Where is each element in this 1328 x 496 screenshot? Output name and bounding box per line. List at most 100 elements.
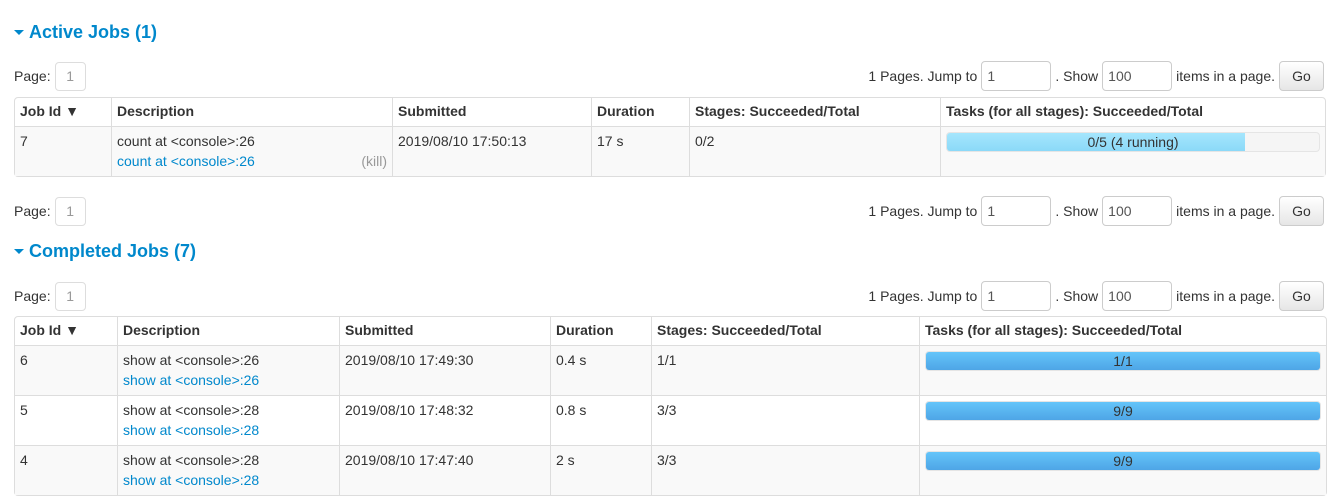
job-description: count at <console>:26 (kill) count at <con… bbox=[111, 126, 392, 176]
pages-text: 1 Pages. Jump to bbox=[868, 203, 978, 219]
task-progress-text: 1/1 bbox=[1113, 353, 1133, 369]
go-button[interactable]: Go bbox=[1279, 196, 1324, 226]
job-description: show at <console>:28 show at <console>:28 bbox=[117, 445, 339, 495]
job-details-link[interactable]: count at <console>:26 bbox=[117, 153, 255, 169]
submitted-time: 2019/08/10 17:48:32 bbox=[339, 395, 550, 445]
show-text: . Show bbox=[1055, 203, 1099, 219]
column-header-submitted[interactable]: Submitted bbox=[392, 98, 591, 126]
column-header-job-id[interactable]: Job Id ▼ bbox=[20, 322, 79, 338]
completed-jobs-toggle[interactable]: Completed Jobs (7) bbox=[14, 241, 1324, 262]
tasks-progress: 1/1 bbox=[919, 345, 1326, 395]
jump-to-page-input[interactable] bbox=[981, 61, 1052, 91]
job-row: 5 show at <console>:28 show at <console>:2… bbox=[15, 395, 1326, 445]
task-progress-bar: 1/1 bbox=[925, 351, 1321, 371]
stages-progress: 0/2 bbox=[689, 126, 940, 176]
submitted-time: 2019/08/10 17:47:40 bbox=[339, 445, 550, 495]
pages-text: 1 Pages. Jump to bbox=[868, 68, 978, 84]
column-header-description[interactable]: Description bbox=[111, 98, 392, 126]
jump-to-page-input[interactable] bbox=[981, 196, 1052, 226]
submitted-time: 2019/08/10 17:49:30 bbox=[339, 345, 550, 395]
job-details-link[interactable]: show at <console>:28 bbox=[123, 472, 260, 488]
page-1-button[interactable]: 1 bbox=[54, 61, 86, 91]
go-button[interactable]: Go bbox=[1279, 281, 1324, 311]
task-progress-text: 0/5 (4 running) bbox=[1087, 134, 1179, 150]
active-pagination-top: Page: 1 1 Pages. Jump to . Show items in… bbox=[14, 61, 1324, 91]
submitted-time: 2019/08/10 17:50:13 bbox=[392, 126, 591, 176]
page-label: Page: bbox=[14, 68, 51, 84]
description-text: count at <console>:26 bbox=[117, 133, 255, 149]
completed-jobs-table: Job Id ▼ Description Submitted Duration Stag… bbox=[14, 316, 1327, 496]
active-jobs-toggle[interactable]: Active Jobs (1) bbox=[14, 22, 1324, 43]
task-progress-bar: 9/9 bbox=[925, 401, 1321, 421]
succeeded-fill bbox=[926, 452, 1320, 470]
job-row: 4 show at <console>:28 show at <console>:2… bbox=[15, 445, 1326, 495]
completed-jobs-section: Completed Jobs (7) bbox=[14, 241, 1324, 262]
jump-to-page-input[interactable] bbox=[981, 281, 1052, 311]
show-text: . Show bbox=[1055, 288, 1099, 304]
pages-text: 1 Pages. Jump to bbox=[868, 288, 978, 304]
task-progress-bar: 9/9 bbox=[925, 451, 1321, 471]
duration: 17 s bbox=[591, 126, 689, 176]
description-row: show at <console>:28 bbox=[123, 420, 334, 440]
succeeded-fill bbox=[926, 402, 1320, 420]
duration: 0.8 s bbox=[550, 395, 651, 445]
column-header-submitted[interactable]: Submitted bbox=[339, 317, 550, 345]
job-id: 4 bbox=[15, 445, 117, 495]
active-jobs-title: Active Jobs (1) bbox=[29, 22, 158, 42]
page-label: Page: bbox=[14, 203, 51, 219]
description-row: show at <console>:28 bbox=[123, 470, 334, 490]
column-header-job-id[interactable]: Job Id ▼ bbox=[20, 103, 79, 119]
tasks-progress: 9/9 bbox=[919, 395, 1326, 445]
kill-link[interactable]: (kill) bbox=[361, 153, 387, 169]
description-row: (kill) count at <console>:26 bbox=[117, 151, 387, 171]
completed-pagination-top: Page: 1 1 Pages. Jump to . Show items in… bbox=[14, 281, 1324, 311]
duration: 0.4 s bbox=[550, 345, 651, 395]
column-header-duration[interactable]: Duration bbox=[550, 317, 651, 345]
description-text: show at <console>:28 bbox=[123, 452, 260, 468]
job-description: show at <console>:26 show at <console>:26 bbox=[117, 345, 339, 395]
page-label: Page: bbox=[14, 288, 51, 304]
items-text: items in a page. bbox=[1176, 288, 1275, 304]
job-details-link[interactable]: show at <console>:26 bbox=[123, 372, 260, 388]
column-header-stages[interactable]: Stages: Succeeded/Total bbox=[689, 98, 940, 126]
completed-jobs-title: Completed Jobs (7) bbox=[29, 241, 197, 261]
active-jobs-section: Active Jobs (1) bbox=[14, 22, 1324, 43]
duration: 2 s bbox=[550, 445, 651, 495]
job-id: 5 bbox=[15, 395, 117, 445]
column-header-tasks[interactable]: Tasks (for all stages): Succeeded/Total bbox=[940, 98, 1325, 126]
page-size-input[interactable] bbox=[1102, 196, 1173, 226]
job-id: 7 bbox=[15, 126, 111, 176]
running-fill bbox=[947, 133, 1245, 151]
page-size-input[interactable] bbox=[1102, 281, 1173, 311]
job-description: show at <console>:28 show at <console>:28 bbox=[117, 395, 339, 445]
description-text: show at <console>:28 bbox=[123, 402, 260, 418]
column-header-stages[interactable]: Stages: Succeeded/Total bbox=[651, 317, 919, 345]
description-row: show at <console>:26 bbox=[123, 370, 334, 390]
tasks-progress: 9/9 bbox=[919, 445, 1326, 495]
stages-progress: 3/3 bbox=[651, 395, 919, 445]
show-text: . Show bbox=[1055, 68, 1099, 84]
header-row: Job Id ▼ Description Submitted Duration Stag… bbox=[15, 317, 1326, 345]
header-row: Job Id ▼ Description Submitted Duration Stag… bbox=[15, 98, 1325, 126]
job-row: 7 count at <console>:26 (kill) count at <co… bbox=[15, 126, 1325, 176]
task-progress-bar: 0/5 (4 running) bbox=[946, 132, 1320, 152]
column-header-duration[interactable]: Duration bbox=[591, 98, 689, 126]
active-pagination-bottom: Page: 1 1 Pages. Jump to . Show items in… bbox=[14, 196, 1324, 226]
page-1-button[interactable]: 1 bbox=[54, 196, 86, 226]
go-button[interactable]: Go bbox=[1279, 61, 1324, 91]
column-header-tasks[interactable]: Tasks (for all stages): Succeeded/Total bbox=[919, 317, 1326, 345]
page-size-input[interactable] bbox=[1102, 61, 1173, 91]
tasks-progress: 0/5 (4 running) bbox=[940, 126, 1325, 176]
stages-progress: 1/1 bbox=[651, 345, 919, 395]
column-header-description[interactable]: Description bbox=[117, 317, 339, 345]
task-progress-text: 9/9 bbox=[1113, 453, 1133, 469]
job-row: 6 show at <console>:26 show at <console>:2… bbox=[15, 345, 1326, 395]
job-details-link[interactable]: show at <console>:28 bbox=[123, 422, 260, 438]
items-text: items in a page. bbox=[1176, 203, 1275, 219]
stages-progress: 3/3 bbox=[651, 445, 919, 495]
page-1-button[interactable]: 1 bbox=[54, 281, 86, 311]
description-text: show at <console>:26 bbox=[123, 352, 260, 368]
caret-down-icon bbox=[14, 30, 24, 35]
caret-down-icon bbox=[14, 249, 24, 254]
job-id: 6 bbox=[15, 345, 117, 395]
